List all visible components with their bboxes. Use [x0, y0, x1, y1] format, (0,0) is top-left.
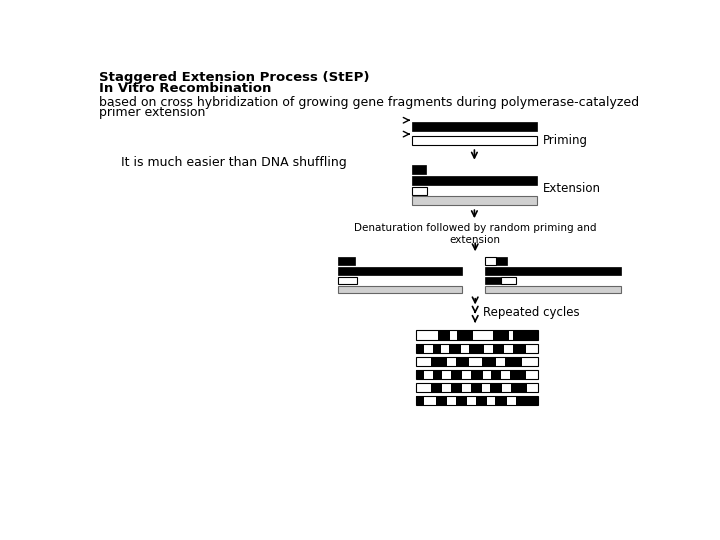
Bar: [415, 396, 538, 405]
Bar: [441, 343, 449, 353]
Bar: [415, 370, 424, 379]
Bar: [412, 165, 426, 174]
Bar: [508, 330, 513, 340]
Bar: [505, 356, 522, 366]
Bar: [508, 396, 516, 405]
Bar: [442, 370, 451, 379]
Bar: [415, 330, 538, 340]
Bar: [431, 356, 447, 366]
Bar: [449, 343, 461, 353]
Bar: [424, 370, 433, 379]
Bar: [451, 370, 462, 379]
Bar: [415, 356, 431, 366]
Bar: [456, 356, 469, 366]
Bar: [415, 370, 538, 379]
Text: Extension: Extension: [544, 181, 601, 194]
Bar: [415, 396, 424, 405]
Bar: [496, 356, 505, 366]
Bar: [473, 330, 492, 340]
Bar: [338, 267, 462, 275]
Text: Priming: Priming: [544, 134, 588, 147]
Bar: [450, 330, 457, 340]
Bar: [431, 383, 442, 392]
Text: primer extension: primer extension: [99, 106, 206, 119]
Bar: [516, 396, 538, 405]
Bar: [500, 276, 516, 284]
Bar: [483, 370, 492, 379]
Bar: [462, 383, 471, 392]
Bar: [338, 256, 355, 265]
Bar: [526, 370, 538, 379]
Bar: [485, 286, 621, 294]
Bar: [513, 330, 538, 340]
Bar: [485, 267, 621, 275]
Bar: [415, 330, 438, 340]
Bar: [415, 383, 538, 392]
Text: Staggered Extension Process (StEP): Staggered Extension Process (StEP): [99, 71, 370, 84]
Bar: [338, 276, 356, 284]
Bar: [415, 343, 424, 353]
Bar: [447, 356, 456, 366]
Bar: [496, 256, 507, 265]
Bar: [436, 396, 447, 405]
Bar: [482, 383, 490, 392]
Bar: [492, 370, 501, 379]
Bar: [462, 370, 471, 379]
Bar: [511, 383, 527, 392]
Bar: [504, 343, 513, 353]
Bar: [492, 330, 508, 340]
Bar: [412, 187, 427, 195]
Bar: [495, 396, 508, 405]
Bar: [415, 356, 538, 366]
Bar: [461, 343, 469, 353]
Text: Repeated cycles: Repeated cycles: [483, 306, 580, 319]
Bar: [415, 343, 538, 353]
Bar: [338, 286, 462, 294]
Bar: [510, 370, 526, 379]
Bar: [513, 343, 526, 353]
Bar: [501, 370, 510, 379]
Bar: [475, 396, 487, 405]
Bar: [482, 356, 496, 366]
Bar: [471, 370, 483, 379]
Bar: [484, 343, 492, 353]
Bar: [456, 396, 467, 405]
Bar: [457, 330, 473, 340]
Bar: [438, 330, 450, 340]
Bar: [522, 356, 538, 366]
Bar: [442, 383, 451, 392]
Bar: [526, 343, 538, 353]
Bar: [412, 197, 537, 205]
Bar: [467, 396, 475, 405]
Bar: [503, 383, 511, 392]
Bar: [471, 383, 482, 392]
Bar: [447, 396, 456, 405]
Bar: [412, 176, 537, 185]
Text: It is much easier than DNA shuffling: It is much easier than DNA shuffling: [121, 156, 347, 168]
Bar: [469, 343, 484, 353]
Text: based on cross hybridization of growing gene fragments during polymerase-catalyz: based on cross hybridization of growing …: [99, 96, 639, 109]
Bar: [412, 136, 537, 145]
Bar: [433, 370, 442, 379]
Bar: [451, 383, 462, 392]
Bar: [424, 343, 433, 353]
Bar: [492, 343, 504, 353]
Bar: [433, 343, 441, 353]
Bar: [424, 396, 436, 405]
Text: Denaturation followed by random priming and
extension: Denaturation followed by random priming …: [354, 224, 596, 245]
Bar: [412, 122, 537, 131]
Bar: [469, 356, 482, 366]
Bar: [415, 383, 431, 392]
Text: In Vitro Recombination: In Vitro Recombination: [99, 82, 271, 94]
Bar: [485, 276, 500, 284]
Bar: [485, 256, 496, 265]
Bar: [487, 396, 495, 405]
Bar: [490, 383, 503, 392]
